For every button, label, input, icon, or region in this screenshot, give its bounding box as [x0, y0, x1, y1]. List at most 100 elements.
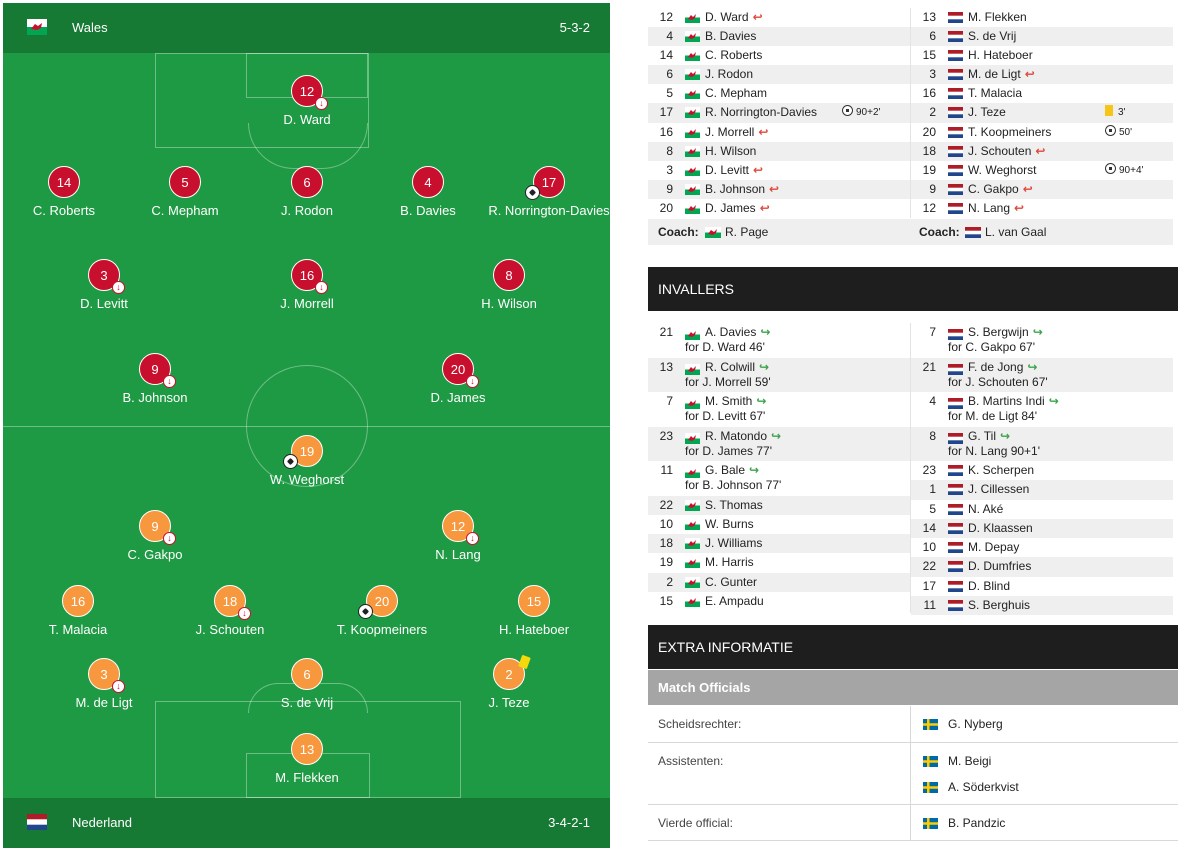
player-name[interactable]: M. de Ligt ↩ [968, 65, 1035, 84]
home-formation: 5-3-2 [559, 20, 590, 35]
netherlands-flag-icon [948, 542, 963, 554]
substitution-in-icon: ↪ [1048, 394, 1059, 408]
substitution-in-icon: ↪ [1027, 359, 1038, 374]
extra-section-title: EXTRA INFORMATIE [648, 625, 1178, 669]
player-name: J. Teze [488, 695, 530, 710]
lineup-cell-home: 4 B. Davies [648, 27, 910, 46]
official-row: Assistenten: M. Beigi A. Söderkvist [648, 743, 1178, 805]
player-name[interactable]: B. Martins Indi ↪ [968, 394, 1059, 408]
player-name[interactable]: K. Scherpen [968, 463, 1035, 477]
player-name[interactable]: W. Burns [705, 516, 754, 531]
player-name[interactable]: N. Aké [968, 501, 1004, 516]
player-name[interactable]: R. Norrington-Davies [705, 105, 818, 120]
player-name[interactable]: M. Smith ↪ [705, 394, 767, 408]
wales-flag-icon [685, 518, 700, 530]
player-name[interactable]: J. Teze [968, 105, 1006, 120]
goal-ball-icon [1105, 162, 1116, 174]
player-name: J. Schouten [195, 622, 265, 637]
player-name[interactable]: R. Matondo ↪ [705, 428, 782, 443]
player-name[interactable]: J. Cillessen [968, 482, 1030, 497]
coach-away[interactable]: L. van Gaal [985, 225, 1047, 239]
player-name[interactable]: M. Depay [968, 540, 1020, 555]
substitution-in-icon: ↪ [771, 428, 782, 443]
player-name[interactable]: G. Til ↪ [968, 428, 1011, 443]
player-name[interactable]: D. Klaassen [968, 520, 1033, 535]
official-name[interactable]: A. Söderkvist [923, 780, 1019, 794]
pitch: Wales 5-3-2 12 ↓ D. Ward 14 C. Roberts 5 C. Me… [3, 3, 610, 848]
player-name[interactable]: B. Davies [705, 29, 757, 44]
official-name[interactable]: M. Beigi [923, 754, 991, 768]
substitution-out-icon: ↓ [112, 680, 125, 693]
official-name[interactable]: B. Pandzic [923, 816, 1005, 830]
wales-flag-icon [685, 467, 700, 478]
lineup-table: 12 D. Ward ↩ 13 M. Flekken 4 B. Davies 6 S. de V… [648, 8, 1173, 219]
player-number: 4 [412, 166, 444, 198]
bench-row: 19 M. Harris [648, 553, 910, 572]
bench-row: 22 S. Thomas [648, 495, 910, 515]
lineup-cell-away: 20 T. Koopmeiners 50' [911, 123, 1173, 142]
shirt-number: 5 [666, 86, 673, 101]
player-number: 5 [169, 166, 201, 198]
player-name[interactable]: S. Thomas [705, 497, 763, 512]
player-name[interactable]: F. de Jong ↪ [968, 359, 1038, 374]
player-name[interactable]: C. Gakpo ↩ [968, 180, 1033, 199]
shirt-number: 4 [929, 394, 936, 408]
lineup-cell-away: 19 W. Weghorst 90+4' [911, 161, 1173, 180]
sub-in-row: 13 R. Colwill ↪ for J. Morrell 59' [648, 357, 910, 392]
official-name[interactable]: G. Nyberg [923, 717, 1003, 731]
shirt-number: 22 [922, 559, 936, 574]
bench-row: 22 D. Dumfries [911, 557, 1173, 577]
player-name[interactable]: S. Berghuis [968, 598, 1031, 613]
player-name[interactable]: W. Weghorst [968, 162, 1037, 177]
player-name[interactable]: M. Harris [705, 555, 754, 570]
player-number: 6 [291, 166, 323, 198]
player-name[interactable]: H. Hateboer [968, 48, 1033, 63]
lineup-cell-home: 5 C. Mepham [648, 84, 910, 103]
goal-ball-icon [358, 604, 373, 619]
home-team-bar: Wales 5-3-2 [3, 3, 610, 53]
player-name: N. Lang [435, 547, 481, 562]
player-name[interactable]: T. Malacia [968, 86, 1023, 101]
player-name[interactable]: G. Bale ↪ [705, 463, 760, 477]
player-name[interactable]: C. Gunter [705, 574, 758, 589]
player-name[interactable]: D. Ward ↩ [705, 8, 763, 27]
player-name[interactable]: D. Levitt ↩ [705, 161, 763, 180]
player-name[interactable]: D. Blind [968, 578, 1011, 593]
sweden-flag-icon [923, 818, 938, 829]
player-name[interactable]: H. Wilson [705, 143, 757, 158]
player-name[interactable]: M. Flekken [968, 10, 1027, 24]
player-name[interactable]: B. Johnson ↩ [705, 180, 779, 199]
subs-section-title: INVALLERS [648, 267, 1178, 311]
shirt-number: 12 [659, 10, 673, 24]
netherlands-flag-icon [948, 484, 963, 496]
substitution-out-icon: ↓ [466, 375, 479, 388]
shirt-number: 6 [666, 67, 673, 82]
yellow-card-icon [518, 654, 531, 670]
card-event: 3' [1105, 103, 1125, 122]
player-name[interactable]: J. Williams [705, 536, 763, 551]
player-name[interactable]: S. Bergwijn ↪ [968, 325, 1043, 339]
lineup-cell-home: 3 D. Levitt ↩ [648, 161, 910, 180]
player-name[interactable]: A. Davies ↪ [705, 325, 771, 339]
player-name[interactable]: T. Koopmeiners [968, 124, 1052, 139]
player-name[interactable]: C. Mepham [705, 86, 768, 101]
player-name[interactable]: D. James ↩ [705, 199, 770, 218]
player-name[interactable]: J. Morrell ↩ [705, 123, 768, 142]
player-name[interactable]: N. Lang ↩ [968, 199, 1024, 218]
player-name[interactable]: S. de Vrij [968, 29, 1017, 44]
wales-flag-icon [685, 499, 700, 511]
player-name[interactable]: R. Colwill ↪ [705, 359, 770, 374]
player-number: 6 [291, 658, 323, 690]
column-divider [910, 323, 911, 613]
player-name[interactable]: J. Schouten ↩ [968, 142, 1045, 161]
shirt-number: 21 [659, 325, 673, 339]
coach-home[interactable]: R. Page [725, 225, 769, 239]
player-name[interactable]: E. Ampadu [705, 593, 764, 608]
substitution-in-icon: ↪ [749, 463, 760, 477]
player-name[interactable]: J. Rodon [705, 67, 754, 82]
player-name[interactable]: C. Roberts [705, 48, 763, 63]
substitution-out-icon: ↩ [769, 181, 780, 196]
sub-in-row: 23 R. Matondo ↪ for D. James 77' [648, 426, 910, 461]
player-number: 3 [88, 658, 120, 690]
player-name[interactable]: D. Dumfries [968, 559, 1032, 574]
